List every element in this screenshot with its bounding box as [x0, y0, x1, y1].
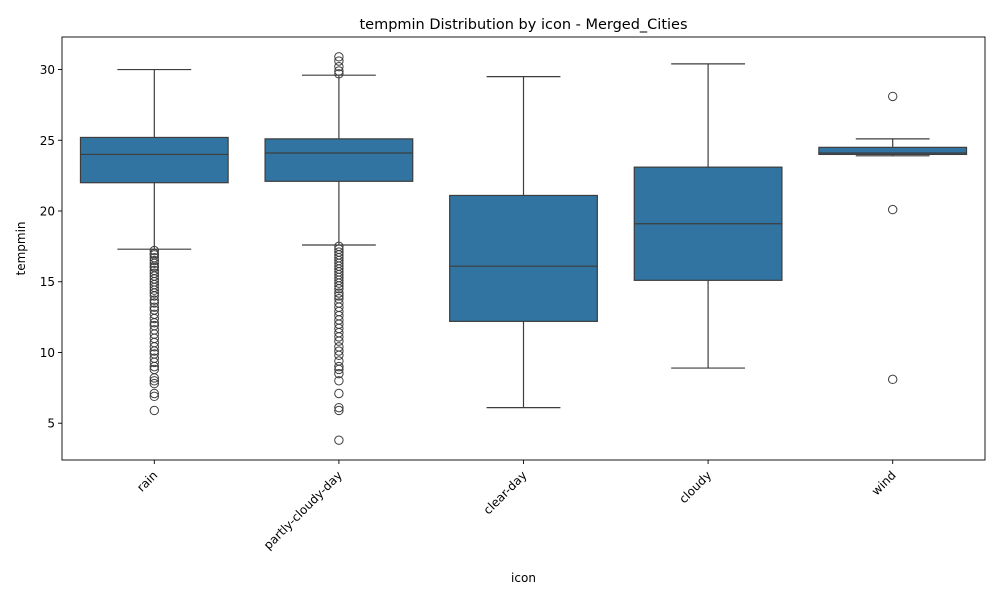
plot-area	[79, 52, 968, 445]
outlier-point	[334, 402, 344, 413]
outlier-point	[149, 346, 160, 356]
outlier-point	[149, 342, 160, 352]
y-tick-label: 25	[40, 134, 55, 148]
box-cloudy	[633, 63, 783, 369]
outlier-point	[334, 388, 344, 399]
x-tick-label: clear-day	[481, 468, 530, 517]
outlier-point	[149, 295, 160, 305]
outlier-point	[149, 298, 160, 308]
outlier-point	[334, 291, 344, 301]
y-tick-label: 20	[40, 205, 55, 219]
outlier-point	[334, 369, 344, 379]
outlier-point	[334, 281, 344, 291]
outlier-point	[334, 350, 344, 361]
outlier-point	[149, 313, 160, 324]
outlier-point	[334, 364, 344, 375]
outlier-point	[334, 332, 344, 342]
outlier-point	[149, 288, 160, 298]
outlier-point	[334, 435, 344, 445]
outlier-point	[149, 245, 160, 256]
outlier-point	[334, 361, 344, 372]
x-tick-label: wind	[869, 468, 899, 498]
y-tick-label: 30	[40, 63, 55, 77]
outlier-point	[334, 62, 344, 72]
outlier-point	[149, 302, 160, 312]
outlier-point	[334, 284, 344, 294]
box-partly-cloudy-day	[264, 52, 414, 445]
x-axis: rain partly-cloudy-day clear-day cloudy wind	[134, 460, 899, 552]
outlier-point	[334, 346, 344, 356]
x-tick-label: cloudy	[676, 468, 714, 506]
outlier-point	[149, 285, 160, 295]
box-iqr	[264, 138, 414, 182]
y-tick-label: 15	[40, 275, 55, 289]
outlier-point	[888, 204, 898, 215]
outlier-point	[149, 373, 160, 383]
outlier-point	[149, 391, 160, 402]
outlier-point	[149, 357, 160, 368]
outlier-point	[334, 376, 344, 386]
x-tick-label: rain	[134, 468, 160, 494]
outlier-point	[334, 336, 344, 346]
y-tick-label: 10	[40, 346, 55, 360]
outlier-point	[149, 258, 160, 269]
box-iqr	[79, 136, 229, 184]
outlier-point	[149, 388, 160, 399]
outlier-point	[334, 288, 344, 298]
x-tick-label: partly-cloudy-day	[261, 468, 345, 552]
chart-title: tempmin Distribution by icon - Merged_Ci…	[359, 17, 687, 33]
outlier-point	[334, 66, 344, 76]
box-iqr	[818, 146, 968, 156]
y-axis: 5 10 15 20 25 30	[40, 63, 62, 431]
outlier-point	[334, 52, 344, 62]
outlier-point	[334, 405, 344, 416]
outlier-point	[334, 69, 344, 79]
outlier-point	[149, 405, 160, 416]
box-clear-day	[449, 76, 598, 409]
outlier-point	[149, 376, 160, 386]
outlier-point	[334, 278, 344, 288]
outlier-point	[149, 291, 160, 301]
box-wind	[818, 91, 968, 385]
outlier-point	[334, 56, 344, 66]
outlier-point	[149, 318, 160, 328]
box-rain	[79, 68, 229, 416]
outlier-point	[149, 255, 160, 266]
y-tick-label: 5	[47, 417, 55, 431]
outlier-point	[149, 378, 160, 389]
outlier-point	[888, 91, 898, 102]
outlier-point	[888, 374, 898, 385]
box-iqr	[449, 194, 598, 322]
y-axis-label: tempmin	[14, 221, 28, 275]
outlier-point	[149, 361, 160, 372]
x-axis-label: icon	[511, 571, 536, 585]
